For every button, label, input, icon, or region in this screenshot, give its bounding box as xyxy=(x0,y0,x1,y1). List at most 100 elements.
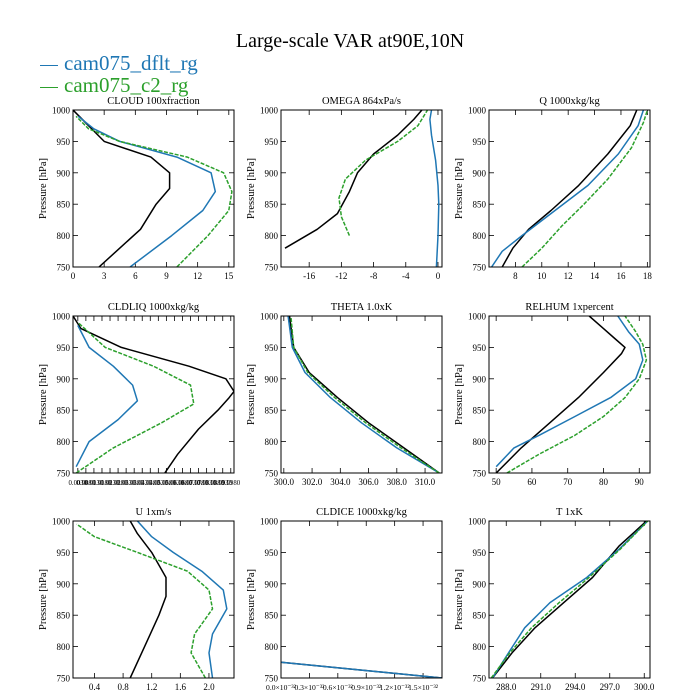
y-tick-label: 1000 xyxy=(260,106,279,116)
y-tick-label: 950 xyxy=(473,343,487,353)
y-tick-label: 750 xyxy=(473,469,487,479)
y-tick-label: 1000 xyxy=(52,312,71,322)
x-tick-label: 0.0830 xyxy=(197,480,216,487)
y-tick-label: 850 xyxy=(473,611,487,621)
x-tick-label: 302.0 xyxy=(302,477,323,487)
y-tick-label: 1000 xyxy=(52,106,71,116)
x-tick-label: 0 xyxy=(436,271,441,281)
x-tick-label: 0.0030 xyxy=(68,480,87,487)
y-tick-label: 850 xyxy=(57,406,71,416)
x-tick-label: -16 xyxy=(303,271,315,281)
series-line-cam075_dflt_rg xyxy=(77,115,217,267)
plot-frame xyxy=(488,315,651,474)
y-tick-label: 900 xyxy=(265,168,279,178)
x-tick-label: 310.0 xyxy=(415,477,436,487)
plot-frame xyxy=(488,109,651,268)
y-tick-label: 950 xyxy=(57,137,71,147)
y-tick-label: 900 xyxy=(473,579,487,589)
y-tick-label: 900 xyxy=(265,579,279,589)
x-tick-label: 1.5×10⁻³² xyxy=(408,683,439,692)
x-tick-label: 0.0930 xyxy=(213,480,232,487)
x-tick-label: 0.8 xyxy=(117,682,129,692)
panel-5: THETA 1.0xK Pressure [hPa] 750 800 850 900 950… xyxy=(246,302,443,487)
y-tick-label: 850 xyxy=(265,200,279,210)
x-tick-label: 2.0 xyxy=(203,682,215,692)
x-tick-label: 80 xyxy=(599,477,609,487)
x-tick-label: 0.0×10⁻³² xyxy=(266,683,297,692)
x-tick-label: 308.0 xyxy=(387,477,408,487)
series-line-ref xyxy=(288,316,440,473)
y-tick-label: 850 xyxy=(265,611,279,621)
panel-title: CLOUD 100xfraction xyxy=(107,96,200,107)
x-tick-label: 0.0180 xyxy=(93,480,112,487)
y-axis-label: Pressure [hPa] xyxy=(454,158,465,219)
x-tick-label: 0.0630 xyxy=(165,480,184,487)
series-line-cam075_c2_rg xyxy=(521,110,649,267)
y-tick-label: 750 xyxy=(265,263,279,273)
x-tick-label: 1.2×10⁻³² xyxy=(380,683,411,692)
series-line-cam075_c2_rg xyxy=(76,523,214,678)
x-tick-label: 294.0 xyxy=(565,682,586,692)
y-tick-label: 900 xyxy=(57,168,71,178)
y-tick-label: 800 xyxy=(265,231,279,241)
y-tick-label: 900 xyxy=(57,374,71,384)
x-tick-label: 9 xyxy=(164,271,169,281)
panel-6: RELHUM 1xpercent Pressure [hPa] 750 800 850 9… xyxy=(454,302,651,487)
y-tick-label: 800 xyxy=(265,642,279,652)
x-tick-label: 18 xyxy=(643,271,653,281)
x-tick-label: 0.3×10⁻³² xyxy=(294,683,325,692)
series-line-cam075_dflt_rg xyxy=(281,661,442,678)
series-line-ref xyxy=(284,110,423,249)
y-tick-label: 800 xyxy=(473,231,487,241)
x-tick-label: 0.0330 xyxy=(117,480,136,487)
y-tick-label: 750 xyxy=(473,674,487,684)
y-tick-label: 750 xyxy=(265,674,279,684)
y-tick-label: 850 xyxy=(57,611,71,621)
series-line-cam075_dflt_rg xyxy=(429,110,440,267)
x-tick-label: 300.0 xyxy=(274,477,295,487)
y-tick-label: 900 xyxy=(265,374,279,384)
series-line-cam075_dflt_rg xyxy=(75,325,139,468)
x-tick-label: -4 xyxy=(402,271,410,281)
series-line-cam075_dflt_rg xyxy=(490,110,645,267)
y-tick-label: 1000 xyxy=(468,517,487,527)
panel-2: OMEGA 864xPa/s Pressure [hPa] 750 800 850 900… xyxy=(246,96,443,281)
y-tick-label: 750 xyxy=(265,469,279,479)
plot-frame xyxy=(72,315,235,474)
y-axis-label: Pressure [hPa] xyxy=(38,158,49,219)
series-line-ref xyxy=(129,521,167,678)
series-line-ref xyxy=(73,110,171,267)
plot-frame xyxy=(280,315,443,474)
x-tick-label: 3 xyxy=(102,271,107,281)
series-line-cam075_c2_rg xyxy=(506,316,648,473)
panel-title: RELHUM 1xpercent xyxy=(525,302,613,313)
y-tick-label: 800 xyxy=(473,437,487,447)
y-tick-label: 900 xyxy=(57,579,71,589)
y-tick-label: 800 xyxy=(473,642,487,652)
figure-title: Large-scale VAR at90E,10N xyxy=(235,30,465,52)
y-axis-label: Pressure [hPa] xyxy=(454,364,465,425)
y-tick-label: 950 xyxy=(473,548,487,558)
series-line-cam075_dflt_rg xyxy=(287,316,440,473)
x-tick-label: 12 xyxy=(564,271,573,281)
plot-frame xyxy=(72,520,235,679)
x-tick-label: 8 xyxy=(513,271,518,281)
series-line-cam075_c2_rg xyxy=(290,316,440,473)
series-line-ref xyxy=(501,110,638,267)
x-tick-label: 288.0 xyxy=(496,682,517,692)
y-tick-label: 1000 xyxy=(260,517,279,527)
y-tick-label: 900 xyxy=(473,168,487,178)
y-tick-label: 1000 xyxy=(468,312,487,322)
y-axis-label: Pressure [hPa] xyxy=(246,364,257,425)
y-tick-label: 1000 xyxy=(468,106,487,116)
x-tick-label: 14 xyxy=(590,271,600,281)
x-tick-label: 0.4 xyxy=(89,682,101,692)
series-line-ref xyxy=(73,316,234,473)
y-tick-label: 950 xyxy=(265,137,279,147)
panel-8: CLDICE 1000xkg/kg Pressure [hPa] 750 800 850… xyxy=(246,507,443,692)
panel-title: CLDICE 1000xkg/kg xyxy=(316,507,407,518)
y-axis-label: Pressure [hPa] xyxy=(246,569,257,630)
series-line-cam075_dflt_rg xyxy=(495,316,644,468)
legend-swatch xyxy=(40,86,58,88)
x-tick-label: 306.0 xyxy=(358,477,379,487)
